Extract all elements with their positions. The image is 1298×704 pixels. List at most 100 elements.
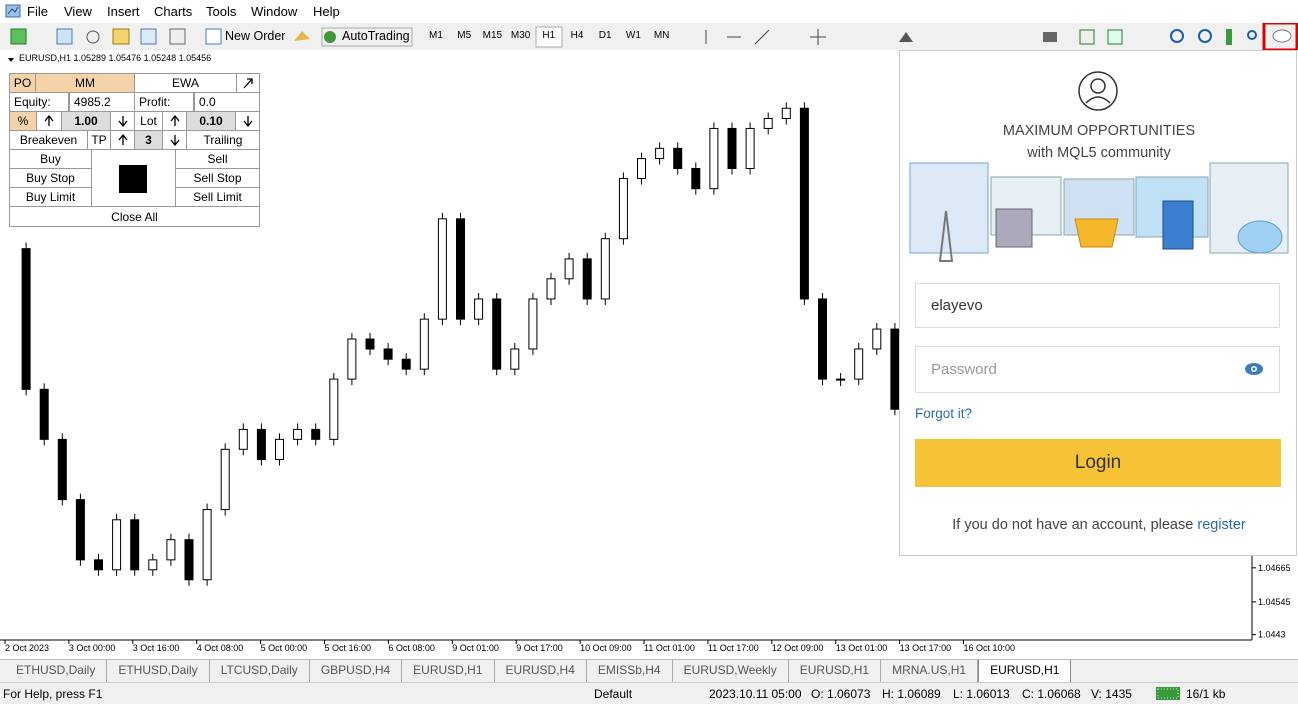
panel-profit[interactable]: 0.0	[194, 92, 260, 112]
panel-arrow[interactable]	[235, 111, 260, 131]
chart-tab[interactable]: GBPUSD,H4	[310, 660, 403, 682]
panel-tp[interactable]: TP	[87, 130, 111, 150]
candle-body	[781, 107, 791, 119]
candle-body	[673, 147, 683, 170]
timeframe-button[interactable]: MN	[653, 30, 670, 41]
arrow-icon	[169, 135, 180, 146]
login-button[interactable]: Login	[915, 439, 1281, 487]
panel-arrow[interactable]	[236, 73, 260, 93]
status-traffic: 16/1 kb	[1186, 687, 1226, 701]
panel-arrow[interactable]	[36, 111, 62, 131]
candle-body	[763, 117, 773, 129]
timeframe-button[interactable]: M30	[510, 30, 531, 41]
candle-body	[130, 519, 140, 571]
chart-tab[interactable]: EURUSD,Weekly	[673, 660, 789, 682]
timeframe-button[interactable]: W1	[625, 30, 641, 41]
timeframe-button[interactable]: M15	[482, 30, 503, 41]
candle-body	[256, 428, 266, 461]
panel-buy[interactable]: Buy	[9, 149, 92, 169]
timeframe-button[interactable]: H1	[542, 30, 556, 41]
candle-body	[474, 298, 484, 320]
chart-tab[interactable]: EURUSD,H1	[978, 660, 1072, 683]
arrow-icon	[117, 116, 128, 127]
panel-arrow[interactable]	[110, 111, 135, 131]
candle-body	[510, 348, 520, 370]
panel-percent-value[interactable]: 1.00	[61, 111, 111, 131]
chart-tab[interactable]: EURUSD,H1	[789, 660, 882, 682]
candle-body	[528, 298, 538, 350]
candle-body	[709, 127, 719, 190]
arrow-path	[242, 116, 253, 127]
candle-body	[166, 539, 176, 561]
x-tick-label: 11 Oct 17:00	[708, 643, 759, 653]
menu-item[interactable]: Window	[251, 4, 298, 19]
panel-breakeven[interactable]: Breakeven	[9, 130, 88, 150]
menu-item[interactable]: File	[27, 4, 48, 19]
menu-item[interactable]: Charts	[154, 4, 193, 19]
panel-trailing[interactable]: Trailing	[186, 130, 260, 150]
panel-sell-stop[interactable]: Sell Stop	[175, 168, 260, 188]
menu-item[interactable]: Insert	[107, 4, 140, 19]
panel-arrow[interactable]	[162, 111, 187, 131]
chart-tab[interactable]: EMISSb,H4	[587, 660, 673, 682]
timeframe-button[interactable]: D1	[598, 30, 612, 41]
status-volume: V: 1435	[1091, 687, 1132, 701]
x-tick-label: 13 Oct 01:00	[836, 643, 888, 653]
chart-tab[interactable]: LTCUSD,Daily	[210, 660, 310, 682]
arrow-icon	[169, 115, 180, 126]
show-password-icon[interactable]	[1243, 361, 1265, 377]
panel-equity-label[interactable]: Equity:	[9, 92, 69, 112]
panel-mm[interactable]: MM	[35, 73, 135, 93]
candle-body	[637, 158, 646, 179]
menu-item[interactable]: Help	[313, 4, 340, 19]
login-heading: MAXIMUM OPPORTUNITIES	[1002, 123, 1196, 139]
candle-body	[148, 559, 158, 571]
candle-body	[311, 428, 321, 440]
candle-body	[854, 348, 864, 380]
panel-lot-value[interactable]: 0.10	[186, 111, 236, 131]
timeframe-button[interactable]: H4	[570, 30, 584, 41]
panel-arrow[interactable]	[162, 130, 187, 150]
candle-body	[836, 378, 846, 381]
panel-lot-label[interactable]: Lot	[134, 111, 163, 131]
menu-item[interactable]: Tools	[206, 4, 237, 19]
menu-item[interactable]: View	[64, 4, 92, 19]
forgot-link[interactable]: Forgot it?	[915, 406, 973, 421]
register-link[interactable]: register	[1197, 517, 1246, 533]
chart-tab[interactable]: ETHUSD,Daily	[5, 660, 108, 682]
panel-tp-value[interactable]: 3	[134, 130, 163, 150]
candle-body	[329, 378, 339, 440]
status-low: L: 1.06013	[953, 687, 1010, 701]
login-subheading: with MQL5 community	[1027, 145, 1171, 161]
panel-equity[interactable]: 4985.2	[69, 92, 135, 112]
timeframe-button[interactable]: M5	[457, 30, 472, 41]
panel-buy-stop[interactable]: Buy Stop	[9, 168, 92, 188]
candle-body	[655, 147, 665, 160]
chart-title: EURUSD,H1 1.05289 1.05476 1.05248 1.0545…	[19, 53, 211, 63]
chart-tab[interactable]: EURUSD,H4	[495, 660, 587, 682]
new-order-button[interactable]: New Order	[225, 29, 286, 43]
x-tick-label: 5 Oct 00:00	[261, 643, 308, 653]
chart-tab[interactable]: EURUSD,H1	[402, 660, 495, 682]
password-input[interactable]: Password	[915, 346, 1280, 393]
panel-percent[interactable]: %	[9, 111, 37, 131]
panel-sell-limit[interactable]: Sell Limit	[175, 187, 260, 207]
chart-tab[interactable]: ETHUSD,Daily	[107, 660, 210, 682]
panel-buy-limit[interactable]: Buy Limit	[9, 187, 92, 207]
candle-body	[727, 127, 737, 170]
autotrading-button[interactable]: AutoTrading	[342, 29, 410, 43]
timeframe-button[interactable]: M1	[429, 30, 443, 41]
username-input[interactable]: elayevo	[915, 283, 1280, 328]
panel-profit-label[interactable]: Profit:	[134, 92, 194, 112]
panel-ewa[interactable]: EWA	[134, 73, 237, 93]
x-tick-label: 9 Oct 17:00	[516, 643, 563, 653]
chart-tab[interactable]: MRNA.US,H1	[881, 660, 979, 682]
panel-sell[interactable]: Sell	[175, 149, 260, 169]
panel-po[interactable]: PO	[9, 73, 36, 93]
panel-arrow[interactable]	[110, 130, 135, 150]
candle-body	[799, 107, 809, 300]
panel-close-all[interactable]: Close All	[9, 206, 260, 227]
candle-body	[691, 168, 701, 190]
x-tick-label: 11 Oct 01:00	[644, 643, 695, 653]
